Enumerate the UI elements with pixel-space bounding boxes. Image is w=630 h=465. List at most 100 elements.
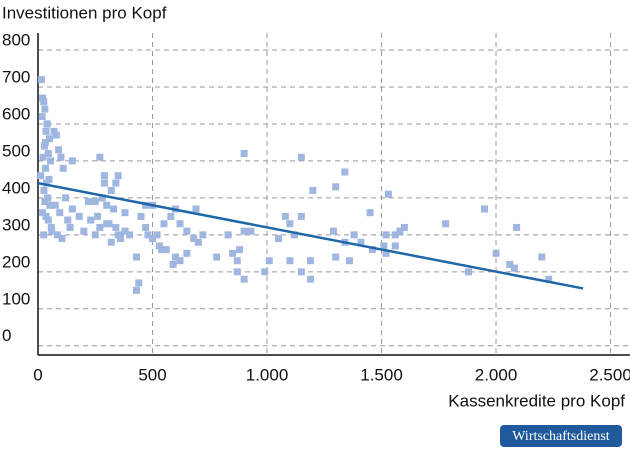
point [107,238,115,246]
point [46,201,54,209]
y-tick-label: 600 [2,104,30,123]
point [224,231,232,239]
x-tick-label: 1.000 [246,365,289,384]
point [39,94,47,102]
point [240,275,248,283]
point [59,164,67,172]
point [96,223,104,231]
point [121,209,129,217]
point [68,157,76,165]
point [171,253,179,261]
point [233,257,241,265]
y-axis-title: Investitionen pro Kopf [2,3,167,22]
point [53,231,61,239]
point [42,127,50,135]
point [47,157,55,165]
point [42,212,50,220]
point [380,242,388,250]
badge-bg [500,425,622,447]
y-tick-label: 400 [2,178,30,197]
point [110,205,118,213]
x-tick-label: 0 [33,365,42,384]
point [153,231,161,239]
point [155,242,163,250]
point [183,249,191,257]
y-tick-label: 700 [2,67,30,86]
point [183,227,191,235]
point [261,268,269,276]
point [144,231,152,239]
point [39,209,47,217]
point [132,253,140,261]
point [396,227,404,235]
point [112,179,120,187]
point [61,194,69,202]
point [274,235,282,243]
point [357,238,365,246]
point [55,146,63,154]
point [400,223,408,231]
point [297,153,305,161]
point [66,223,74,231]
point [114,231,122,239]
point [75,212,83,220]
point [132,286,140,294]
point [142,201,150,209]
point [265,257,273,265]
point [38,113,46,121]
point [307,257,315,265]
point [169,260,177,268]
point [112,223,120,231]
point [391,231,399,239]
source: Wirtschaftsdienst [512,429,610,444]
point [96,153,104,161]
point [44,194,52,202]
point [190,235,198,243]
point [162,246,170,254]
point [94,212,102,220]
point [41,105,49,113]
point [135,279,143,287]
point [240,227,248,235]
point [44,150,52,158]
source-badge: Wirtschaftsdienst [500,425,622,447]
point [332,253,340,261]
point [286,257,294,265]
point [91,198,99,206]
y-tick-label: 500 [2,141,30,160]
point [332,183,340,191]
point [52,131,60,139]
point [350,231,358,239]
point [84,198,92,206]
point [158,246,166,254]
point [42,164,50,172]
point [382,231,390,239]
x-tick-label: 2.500 [589,365,630,384]
point [192,205,200,213]
point [329,227,337,235]
point [142,223,150,231]
point [87,216,95,224]
point [384,190,392,198]
point [281,212,289,220]
point [68,205,76,213]
point [341,168,349,176]
point [368,246,376,254]
point [47,223,55,231]
point [137,212,145,220]
point [290,231,298,239]
y-tick-label: 300 [2,215,30,234]
point [40,231,48,239]
point [80,227,88,235]
point [45,135,53,143]
trend-line [37,181,584,290]
point [64,216,72,224]
point [105,220,113,228]
point [160,220,168,228]
point [176,257,184,265]
point [307,275,315,283]
point [506,260,514,268]
point [39,153,47,161]
